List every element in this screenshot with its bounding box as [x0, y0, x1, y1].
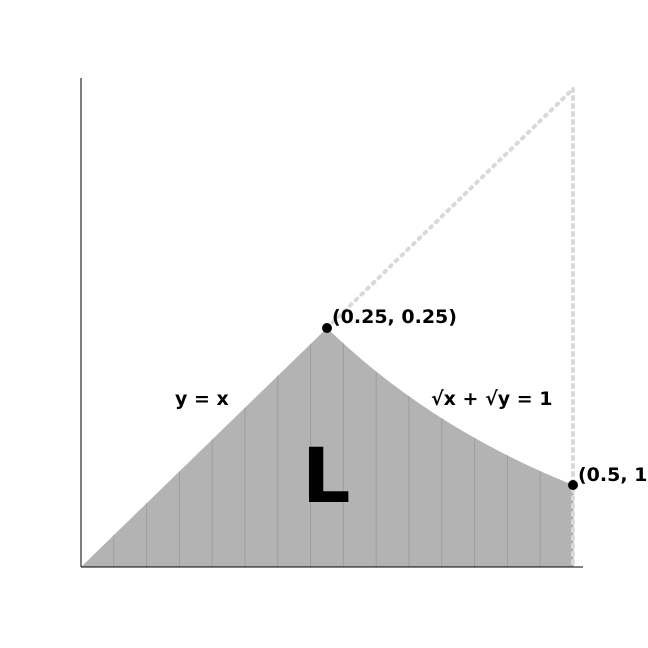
dotted-guide-diagonal	[325, 87, 575, 330]
point-right-end	[568, 479, 578, 490]
region-label: L	[302, 431, 350, 520]
curve-label-y-equals-x: y = x	[175, 388, 229, 410]
point-apex	[322, 323, 332, 333]
point-label-right-end: (0.5, 1	[578, 464, 647, 486]
shaded-region-l	[81, 328, 573, 567]
vertical-slice-lines	[113, 343, 574, 567]
curve-label-sqrt-sum: √x + √y = 1	[431, 388, 553, 410]
point-label-apex: (0.25, 0.25)	[332, 306, 457, 328]
